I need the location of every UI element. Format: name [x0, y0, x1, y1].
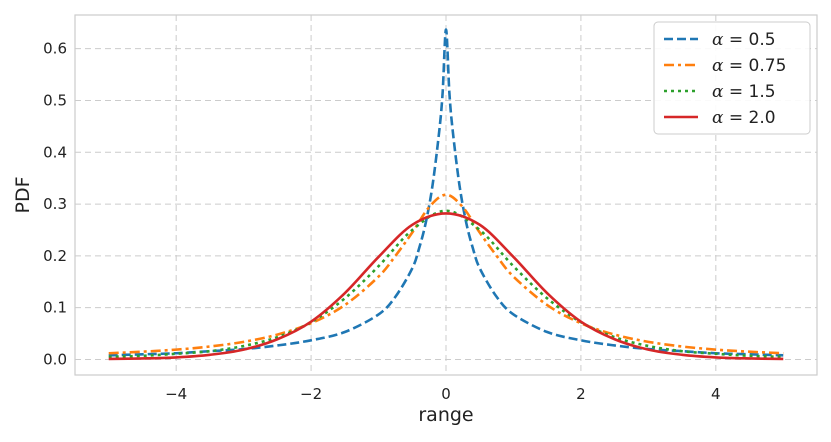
series-layer — [108, 28, 784, 361]
legend-alpha-value: = 0.75 — [723, 56, 786, 76]
y-axis-label: PDF — [12, 176, 34, 213]
legend-label-3: α = 2.0 — [712, 108, 776, 128]
x-tick-label: 2 — [576, 385, 586, 403]
x-tick-label: 0 — [441, 385, 451, 403]
legend-box — [653, 21, 811, 135]
legend-alpha-value: = 2.0 — [723, 108, 775, 128]
y-axis-ticks: 0.0 0.1 0.2 0.3 0.4 0.5 0.6 — [43, 40, 67, 369]
legend-label-2: α = 1.5 — [712, 82, 776, 102]
grid-lines — [75, 15, 817, 375]
y-tick-label: 0.4 — [43, 143, 67, 161]
legend-label-1: α = 0.75 — [712, 56, 786, 76]
legend-alpha-symbol: α — [712, 82, 724, 102]
legend-alpha-value: = 1.5 — [723, 82, 775, 102]
y-tick-label: 0.0 — [43, 350, 67, 368]
y-tick-label: 0.3 — [43, 195, 67, 213]
y-tick-label: 0.1 — [43, 299, 67, 317]
y-tick-label: 0.2 — [43, 247, 67, 265]
plot-frame — [74, 14, 818, 376]
legend-alpha-symbol: α — [712, 30, 724, 50]
legend-label-0: α = 0.5 — [712, 30, 776, 50]
x-axis-ticks: −4 −2 0 2 4 — [165, 385, 720, 403]
series-line-3 — [108, 212, 784, 361]
x-tick-label: −4 — [165, 385, 187, 403]
series-line-0 — [108, 28, 784, 357]
legend-alpha-value: = 0.5 — [723, 30, 775, 50]
legend-alpha-symbol: α — [712, 56, 724, 76]
x-tick-label: −2 — [300, 385, 322, 403]
legend: α = 0.5α = 0.75α = 1.5α = 2.0 — [653, 21, 811, 135]
legend-alpha-symbol: α — [712, 108, 724, 128]
y-tick-label: 0.5 — [43, 91, 67, 109]
series-line-1 — [108, 193, 784, 355]
y-tick-label: 0.6 — [43, 40, 67, 58]
x-axis-label: range — [418, 404, 473, 426]
x-tick-label: 4 — [711, 385, 721, 403]
